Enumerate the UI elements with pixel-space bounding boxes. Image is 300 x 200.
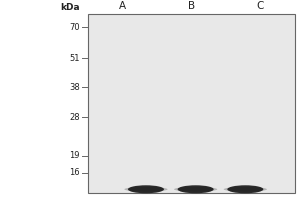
Ellipse shape [224, 187, 267, 192]
Ellipse shape [227, 185, 263, 193]
Text: 16: 16 [69, 168, 80, 177]
Text: 28: 28 [69, 113, 80, 122]
Text: B: B [188, 1, 195, 11]
Ellipse shape [178, 185, 214, 193]
Text: 38: 38 [69, 83, 80, 92]
Text: C: C [257, 1, 264, 11]
Text: 51: 51 [70, 54, 80, 63]
Ellipse shape [124, 187, 168, 192]
Ellipse shape [174, 187, 217, 192]
Text: 70: 70 [69, 23, 80, 32]
Text: 19: 19 [70, 151, 80, 160]
Ellipse shape [128, 185, 164, 193]
Text: kDa: kDa [60, 3, 80, 12]
Text: A: A [119, 1, 126, 11]
Bar [88, 14, 295, 193]
